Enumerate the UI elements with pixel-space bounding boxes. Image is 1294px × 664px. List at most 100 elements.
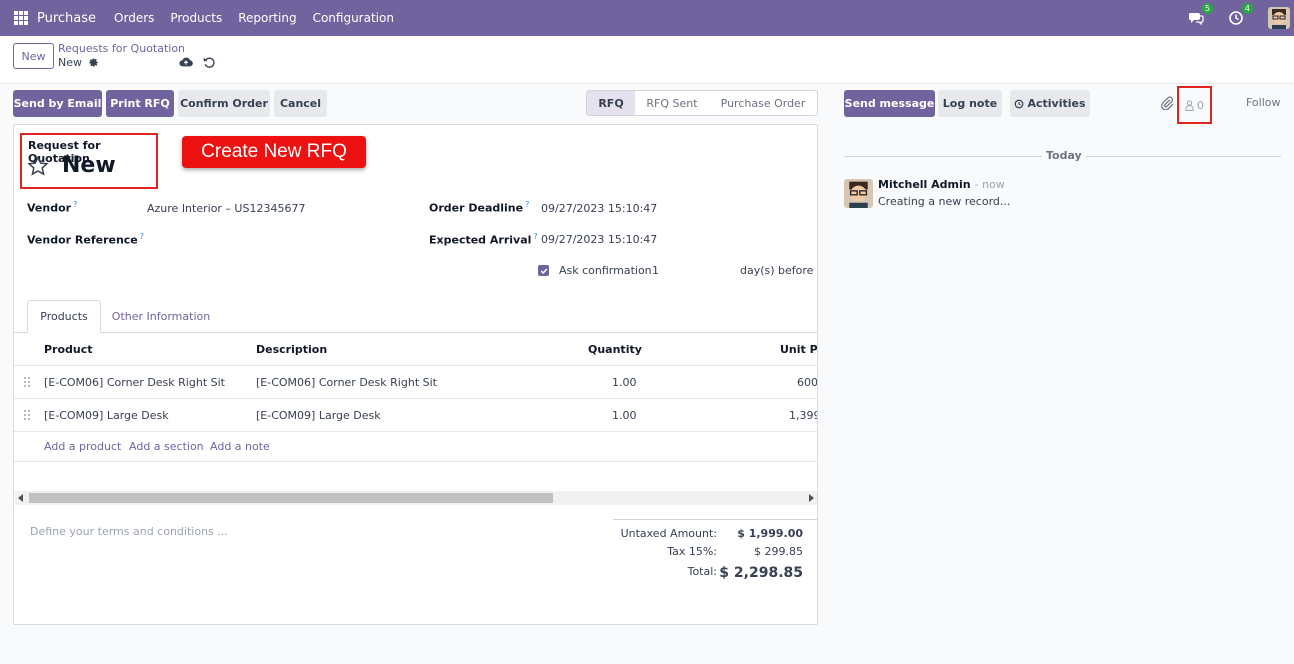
table-header-row: Product Description Quantity Unit Pr: [14, 333, 817, 366]
line-unit-price[interactable]: 600: [797, 375, 817, 389]
order-deadline-field[interactable]: 09/27/2023 15:10:47: [541, 202, 658, 215]
print-rfq-button[interactable]: Print RFQ: [106, 90, 174, 117]
add-note-link[interactable]: Add a note: [210, 440, 270, 453]
breadcrumb-parent[interactable]: Requests for Quotation: [58, 42, 186, 55]
vendor-reference-field[interactable]: [147, 233, 387, 249]
control-panel: New Requests for Quotation New: [0, 36, 1294, 84]
table-row[interactable]: [E-COM06] Corner Desk Right Sit [E-COM06…: [14, 366, 817, 399]
menu-orders[interactable]: Orders: [114, 11, 155, 25]
help-icon[interactable]: ?: [139, 232, 145, 241]
tab-other-information[interactable]: Other Information: [111, 310, 211, 323]
activities-button[interactable]: Activities: [1010, 90, 1090, 117]
followers-count: 0: [1197, 98, 1204, 112]
vendor-field[interactable]: Azure Interior – US12345677: [147, 202, 306, 215]
line-product[interactable]: [E-COM09] Large Desk: [44, 408, 169, 422]
total-value: $ 2,298.85: [719, 565, 803, 581]
tax-label: Tax 15%:: [667, 545, 717, 558]
new-button[interactable]: New: [13, 43, 54, 69]
drag-handle-icon[interactable]: [24, 377, 30, 387]
line-unit-price[interactable]: 1,399: [789, 408, 817, 422]
message-author-avatar[interactable]: [844, 179, 873, 208]
order-lines-table: Product Description Quantity Unit Pr [E-…: [14, 333, 817, 493]
untaxed-value: $ 1,999.00: [737, 527, 803, 540]
message-time: - now: [974, 178, 1005, 191]
help-icon[interactable]: ?: [533, 232, 538, 241]
vendor-label: Vendor?: [27, 200, 78, 215]
add-product-link[interactable]: Add a product: [44, 440, 122, 453]
paperclip-icon[interactable]: [1160, 96, 1174, 110]
scroll-left-icon[interactable]: [18, 494, 23, 502]
star-icon[interactable]: [27, 155, 49, 177]
line-quantity[interactable]: 1.00: [612, 408, 637, 422]
drag-handle-icon[interactable]: [24, 410, 30, 420]
untaxed-label: Untaxed Amount:: [620, 527, 717, 540]
column-unit-price[interactable]: Unit Pr: [780, 342, 817, 356]
line-quantity[interactable]: 1.00: [612, 375, 637, 389]
expected-arrival-label: Expected Arrival?: [429, 232, 538, 247]
form-sheet: Request for Quotation New Create New RFQ…: [13, 124, 818, 625]
status-rfq-sent[interactable]: RFQ Sent: [646, 96, 698, 110]
column-product[interactable]: Product: [44, 342, 93, 356]
form-type-label: Request for Quotation: [28, 139, 101, 165]
status-rfq[interactable]: RFQ: [587, 91, 635, 115]
line-description[interactable]: [E-COM06] Corner Desk Right Sit: [256, 375, 437, 389]
untaxed-row: Untaxed Amount: $ 1,999.00: [613, 524, 817, 542]
message-author: Mitchell Admin - now: [878, 178, 1005, 191]
terms-and-conditions-field[interactable]: Define your terms and conditions ...: [30, 525, 228, 538]
menu-configuration[interactable]: Configuration: [312, 11, 394, 25]
discard-undo-icon[interactable]: [203, 56, 215, 68]
followers-button[interactable]: 0: [1177, 86, 1212, 124]
totals-panel: Untaxed Amount: $ 1,999.00 Tax 15%: $ 29…: [613, 519, 817, 584]
menu-reporting[interactable]: Reporting: [238, 11, 297, 25]
messages-badge: 5: [1201, 3, 1213, 14]
expected-arrival-field[interactable]: 09/27/2023 15:10:47: [541, 233, 658, 246]
empty-row: [14, 462, 817, 493]
tab-products[interactable]: Products: [27, 300, 101, 333]
line-product[interactable]: [E-COM06] Corner Desk Right Sit: [44, 375, 225, 389]
messages-icon[interactable]: 5: [1188, 3, 1213, 26]
breadcrumb-current: New: [58, 56, 99, 69]
scroll-right-icon[interactable]: [809, 494, 814, 502]
menu-products[interactable]: Products: [170, 11, 223, 25]
clock-icon: [1015, 99, 1024, 108]
days-before-label: day(s) before: [740, 264, 814, 277]
confirm-order-button[interactable]: Confirm Order: [178, 90, 270, 117]
help-icon[interactable]: ?: [525, 200, 530, 209]
message-body: Creating a new record...: [878, 195, 1011, 208]
table-row[interactable]: [E-COM09] Large Desk [E-COM09] Large Des…: [14, 399, 817, 432]
gear-icon[interactable]: [88, 57, 99, 68]
cancel-button[interactable]: Cancel: [274, 90, 327, 117]
user-avatar[interactable]: [1268, 7, 1290, 29]
vendor-reference-label: Vendor Reference?: [27, 232, 145, 247]
status-bar: RFQ RFQ Sent Purchase Order: [586, 90, 818, 116]
horizontal-scrollbar[interactable]: [15, 491, 817, 505]
line-description[interactable]: [E-COM09] Large Desk: [256, 408, 381, 422]
title-highlight-box: Request for Quotation New: [20, 133, 158, 189]
add-section-link[interactable]: Add a section: [129, 440, 204, 453]
message-author-name[interactable]: Mitchell Admin: [878, 178, 971, 191]
help-icon[interactable]: ?: [73, 200, 78, 209]
create-rfq-callout: Create New RFQ: [182, 136, 366, 168]
send-by-email-button[interactable]: Send by Email: [13, 90, 102, 117]
follow-button[interactable]: Follow: [1246, 96, 1281, 109]
ask-confirmation-label: Ask confirmation: [559, 264, 652, 277]
log-note-button[interactable]: Log note: [938, 90, 1002, 117]
scrollbar-thumb[interactable]: [29, 493, 553, 503]
notebook-tabs: Products Other Information: [14, 300, 817, 333]
tax-value: $ 299.85: [754, 545, 803, 558]
add-line-links: Add a product Add a section Add a note: [14, 432, 817, 462]
ask-confirmation-days-field[interactable]: 1: [652, 264, 659, 277]
column-description[interactable]: Description: [256, 342, 328, 356]
column-quantity[interactable]: Quantity: [588, 342, 642, 356]
total-label: Total:: [687, 565, 717, 578]
send-message-button[interactable]: Send message: [844, 90, 935, 117]
status-purchase-order[interactable]: Purchase Order: [720, 96, 806, 110]
activity-clock-icon[interactable]: 4: [1228, 3, 1253, 26]
app-name[interactable]: Purchase: [37, 10, 97, 26]
save-cloud-icon[interactable]: [179, 56, 193, 68]
apps-menu-icon[interactable]: [14, 11, 28, 25]
activities-badge: 4: [1241, 3, 1253, 14]
ask-confirmation-checkbox[interactable]: [538, 265, 549, 276]
order-deadline-label: Order Deadline?: [429, 200, 530, 215]
main-menu: Orders Products Reporting Configuration: [114, 11, 410, 25]
